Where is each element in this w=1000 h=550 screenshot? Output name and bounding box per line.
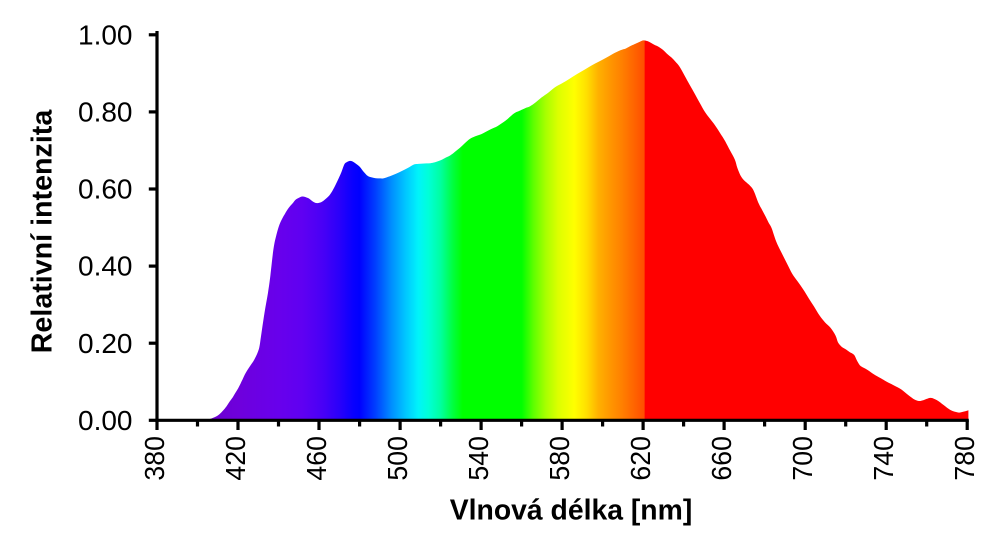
svg-text:540: 540 bbox=[463, 436, 494, 481]
svg-text:740: 740 bbox=[868, 436, 899, 481]
svg-text:0.80: 0.80 bbox=[78, 97, 133, 128]
svg-text:780: 780 bbox=[949, 436, 980, 481]
svg-text:580: 580 bbox=[544, 436, 575, 481]
svg-text:0.00: 0.00 bbox=[78, 405, 133, 436]
svg-text:500: 500 bbox=[382, 436, 413, 481]
svg-text:0.60: 0.60 bbox=[78, 174, 133, 205]
svg-text:Vlnová délka [nm]: Vlnová délka [nm] bbox=[450, 495, 693, 527]
svg-text:380: 380 bbox=[139, 436, 170, 481]
svg-text:Relativní intenzita: Relativní intenzita bbox=[27, 109, 59, 353]
svg-text:0.20: 0.20 bbox=[78, 328, 133, 359]
svg-text:1.00: 1.00 bbox=[78, 19, 133, 50]
svg-text:0.40: 0.40 bbox=[78, 251, 133, 282]
svg-text:460: 460 bbox=[301, 436, 332, 481]
svg-text:660: 660 bbox=[706, 436, 737, 481]
svg-text:700: 700 bbox=[787, 436, 818, 481]
svg-text:420: 420 bbox=[220, 436, 251, 481]
svg-text:620: 620 bbox=[625, 436, 656, 481]
